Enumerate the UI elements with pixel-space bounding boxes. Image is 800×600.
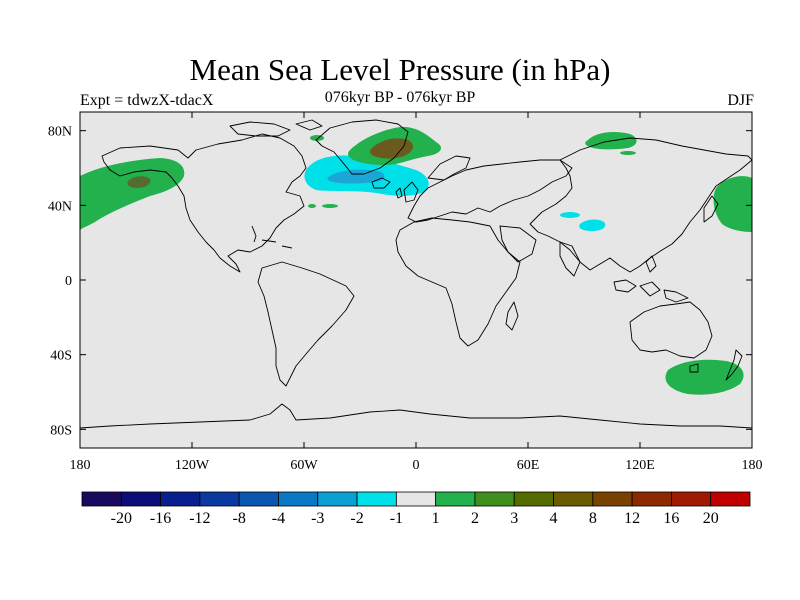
- colorbar-swatch: [81, 491, 122, 507]
- coast-north-america: [101, 133, 307, 273]
- coast-british-isles: [395, 181, 419, 203]
- coast-tasmania: [689, 363, 699, 373]
- colorbar-swatch: [120, 491, 161, 507]
- colorbar-label: 20: [703, 510, 719, 527]
- colorbar-label: -2: [350, 510, 363, 527]
- coastlines: [80, 119, 752, 429]
- anomaly-south-pacific: [665, 359, 744, 395]
- anomaly-nw-pacific: [713, 176, 752, 232]
- colorbar-swatch: [435, 491, 476, 507]
- coast-florida: [251, 225, 257, 243]
- anomaly-north-atlantic-core: [327, 169, 385, 184]
- colorbar-swatch: [631, 491, 672, 507]
- colorbar-label: 2: [471, 510, 479, 527]
- lat-label: 80N: [48, 125, 72, 140]
- anomaly-siberia-small: [620, 151, 636, 155]
- colorbar-label: 12: [624, 510, 640, 527]
- lon-label: 60E: [517, 458, 540, 473]
- season-label: DJF: [727, 92, 754, 109]
- colorbar-swatch: [278, 491, 319, 507]
- anomaly-north-pacific-core: [127, 176, 151, 188]
- coast-arabia: [499, 225, 537, 263]
- colorbar-label: -1: [390, 510, 403, 527]
- coast-antarctica: [80, 403, 752, 429]
- lon-label: 120E: [625, 458, 655, 473]
- colorbar-swatch: [160, 491, 201, 507]
- colorbar-label: -16: [150, 510, 171, 527]
- colorbar-labels: -20 -16 -12 -8 -4 -3 -2 -1 1 2 3 4 8 12 16 20: [111, 510, 719, 527]
- colorbar-swatch: [671, 491, 712, 507]
- colorbar-swatch: [592, 491, 633, 507]
- colorbar-label: 4: [550, 510, 558, 527]
- lat-label: 40N: [48, 199, 72, 214]
- colorbar-label: -8: [233, 510, 246, 527]
- map-title: Mean Sea Level Pressure (in hPa): [189, 52, 611, 87]
- longitude-labels: 180 120W 60W 0 60E 120E 180: [70, 458, 763, 473]
- anomaly-atlantic-small-2: [308, 204, 316, 208]
- anomaly-greenland-core: [369, 138, 413, 159]
- colorbar-swatch: [238, 491, 279, 507]
- coast-india: [559, 241, 581, 277]
- coast-madagascar: [505, 301, 519, 331]
- lon-label: 60W: [290, 458, 318, 473]
- anomaly-central-asia-small: [560, 212, 580, 218]
- colorbar-label: -3: [311, 510, 324, 527]
- colorbar-swatch: [553, 491, 594, 507]
- coast-greenland: [315, 119, 409, 175]
- anomaly-central-asia: [579, 219, 606, 231]
- lon-label: 180: [70, 458, 91, 473]
- colorbar-label: 1: [432, 510, 440, 527]
- colorbar-label: -4: [272, 510, 285, 527]
- colorbar-label: 8: [589, 510, 597, 527]
- colorbar-swatch: [199, 491, 240, 507]
- coast-iceland: [371, 177, 391, 189]
- lat-label: 80S: [50, 423, 72, 438]
- coast-scandinavia: [427, 155, 471, 181]
- colorbar-label: -12: [189, 510, 210, 527]
- map-background: [80, 112, 752, 448]
- colorbar-swatch: [513, 491, 554, 507]
- anomaly-north-pacific: [80, 158, 185, 230]
- coast-africa: [395, 217, 521, 347]
- lon-label: 120W: [175, 458, 210, 473]
- colorbar-swatch: [395, 491, 437, 507]
- coast-arctic-islands: [229, 119, 323, 137]
- lat-label: 40S: [50, 349, 72, 364]
- axis-ticks: [79, 112, 753, 448]
- coast-caribbean: [261, 239, 293, 249]
- experiment-label: Expt = tdwzX-tdacX: [80, 92, 214, 109]
- coast-australia: [629, 301, 713, 359]
- coast-new-zealand: [725, 349, 743, 381]
- coast-se-asia-islands: [613, 255, 689, 303]
- anomaly-arctic-small: [310, 135, 324, 141]
- colorbar-swatch: [710, 491, 751, 507]
- anomaly-layer: [80, 126, 752, 395]
- coast-south-america: [257, 261, 355, 387]
- colorbar-swatch: [474, 491, 515, 507]
- colorbar: [81, 491, 751, 507]
- lon-label: 0: [413, 458, 420, 473]
- colorbar-label: -20: [111, 510, 132, 527]
- period-label: 076kyr BP - 076kyr BP: [324, 89, 476, 106]
- lon-label: 180: [742, 458, 763, 473]
- coast-japan: [703, 195, 719, 223]
- latitude-labels: 80N 40N 0 40S 80S: [48, 125, 72, 439]
- colorbar-label: 3: [510, 510, 518, 527]
- anomaly-atlantic-small: [322, 204, 338, 208]
- colorbar-swatch: [356, 491, 397, 507]
- colorbar-label: 16: [663, 510, 679, 527]
- lat-label: 0: [65, 274, 72, 289]
- colorbar-swatch: [317, 491, 358, 507]
